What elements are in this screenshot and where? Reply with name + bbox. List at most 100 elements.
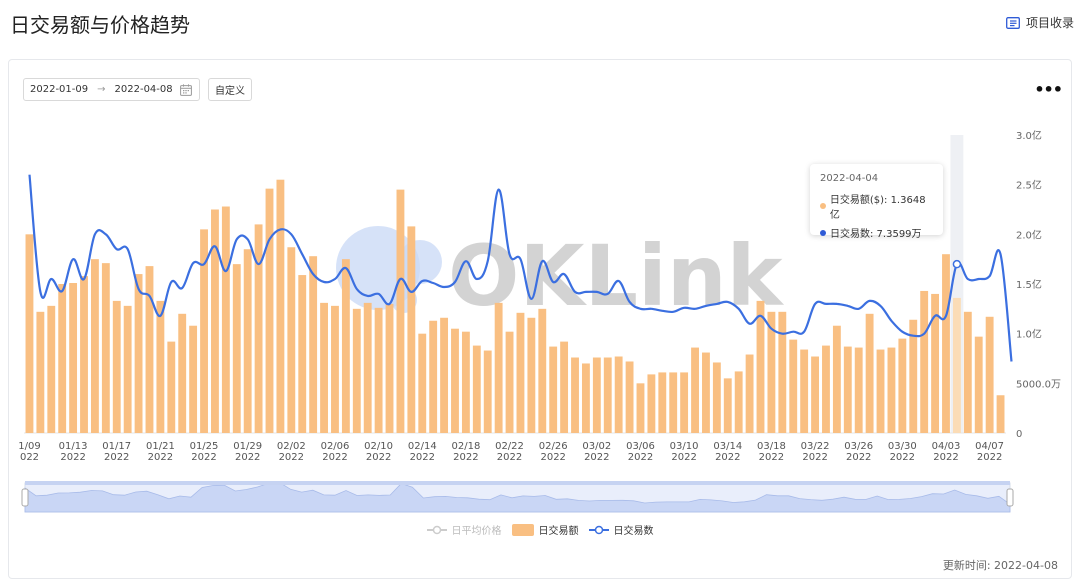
bar bbox=[920, 290, 929, 433]
legend-volume-label: 日交易额 bbox=[538, 526, 579, 537]
bar bbox=[396, 189, 405, 433]
bar bbox=[581, 363, 590, 433]
bar bbox=[712, 362, 721, 433]
bar bbox=[461, 331, 470, 433]
x-tick-year: 2022 bbox=[802, 452, 827, 463]
watermark-circle-small bbox=[398, 240, 442, 284]
bar bbox=[167, 341, 176, 433]
x-tick-year: 2022 bbox=[977, 452, 1002, 463]
x-tick-year: 2022 bbox=[846, 452, 871, 463]
bar bbox=[505, 331, 514, 433]
custom-range-button[interactable]: 自定义 bbox=[208, 78, 252, 101]
bar bbox=[276, 179, 285, 433]
bar bbox=[320, 302, 328, 433]
bar bbox=[341, 259, 350, 433]
bar bbox=[614, 356, 623, 433]
legend-count-label: 日交易数 bbox=[613, 526, 654, 537]
bar bbox=[865, 313, 874, 433]
x-tick-label: 02/10 bbox=[364, 441, 393, 452]
volume-dot-icon bbox=[820, 203, 826, 209]
x-tick-label: 03/18 bbox=[757, 441, 786, 452]
bar bbox=[25, 234, 34, 433]
bar bbox=[265, 188, 274, 433]
line-marker-icon bbox=[588, 525, 609, 534]
bar bbox=[243, 249, 252, 433]
bar bbox=[647, 374, 656, 433]
bar bbox=[592, 357, 601, 433]
slider-preview-area bbox=[24, 482, 1011, 513]
bar bbox=[963, 311, 972, 433]
bar bbox=[996, 395, 1005, 433]
tooltip-volume-row: 日交易额($): 1.3648亿 bbox=[820, 191, 933, 221]
x-tick-label: 02/14 bbox=[408, 441, 437, 452]
y-tick-label: 1.0亿 bbox=[1016, 328, 1042, 341]
bar bbox=[909, 319, 918, 433]
bar bbox=[221, 206, 230, 433]
bar bbox=[134, 274, 143, 433]
project-collect-button[interactable]: 项目收录 bbox=[1006, 14, 1074, 31]
start-date[interactable]: 2022-01-09 bbox=[30, 84, 89, 95]
more-options-icon[interactable]: ••• bbox=[1034, 80, 1063, 99]
legend-count[interactable]: 日交易数 bbox=[588, 522, 654, 537]
x-tick-label: 03/22 bbox=[801, 441, 830, 452]
legend-volume[interactable]: 日交易额 bbox=[511, 522, 579, 537]
tooltip-count-row: 日交易数: 7.3599万 bbox=[820, 225, 933, 240]
bar bbox=[374, 307, 383, 433]
bar bbox=[112, 300, 121, 433]
x-tick-year: 2022 bbox=[191, 452, 216, 463]
bar bbox=[985, 316, 994, 433]
x-tick-year: 2022 bbox=[671, 452, 696, 463]
bar bbox=[90, 259, 99, 433]
bar bbox=[680, 372, 689, 433]
bar bbox=[145, 266, 154, 433]
x-tick-year: 2022 bbox=[60, 452, 85, 463]
bar bbox=[472, 345, 481, 433]
count-dot-icon bbox=[820, 229, 826, 236]
bar bbox=[363, 302, 372, 433]
x-tick-label: 02/18 bbox=[451, 441, 480, 452]
bar bbox=[636, 383, 645, 433]
bar bbox=[603, 357, 612, 433]
bar bbox=[254, 224, 263, 433]
bar bbox=[745, 354, 754, 433]
bar bbox=[811, 356, 819, 433]
x-tick-year: 2022 bbox=[322, 452, 347, 463]
slider-handle-left bbox=[21, 488, 29, 507]
slider-handle-right bbox=[1006, 488, 1014, 507]
bar bbox=[789, 339, 798, 433]
bar bbox=[58, 284, 67, 433]
x-tick-year: 2022 bbox=[759, 452, 784, 463]
bar bbox=[527, 317, 536, 433]
bar bbox=[47, 305, 56, 433]
bar bbox=[287, 247, 296, 433]
bar bbox=[756, 300, 765, 433]
x-tick-label: 01/25 bbox=[190, 441, 219, 452]
x-tick-label: 03/14 bbox=[713, 441, 742, 452]
data-zoom-slider[interactable] bbox=[21, 481, 1014, 513]
x-tick-label: 02/02 bbox=[277, 441, 306, 452]
calendar-icon[interactable] bbox=[180, 84, 192, 96]
date-range-picker[interactable]: 2022-01-09 → 2022-04-08 bbox=[23, 78, 200, 101]
watermark-text: OKLink bbox=[448, 227, 785, 325]
x-tick-label: 03/30 bbox=[888, 441, 917, 452]
y-tick-label: 0 bbox=[1016, 429, 1022, 440]
x-tick-year: 2022 bbox=[279, 452, 304, 463]
y-tick-label: 2.0亿 bbox=[1016, 228, 1042, 241]
x-tick-label: 02/06 bbox=[321, 441, 350, 452]
bar bbox=[123, 305, 132, 433]
bar bbox=[80, 276, 88, 433]
bar bbox=[887, 347, 896, 433]
bar bbox=[723, 378, 732, 433]
legend-avg-price[interactable]: 日平均价格 bbox=[426, 522, 502, 537]
end-date[interactable]: 2022-04-08 bbox=[114, 84, 173, 95]
x-tick-label: 03/06 bbox=[626, 441, 655, 452]
x-tick-label: 03/26 bbox=[844, 441, 873, 452]
bar bbox=[211, 209, 219, 433]
bar bbox=[178, 313, 187, 433]
bar bbox=[494, 302, 503, 433]
x-tick-label: 1/09 bbox=[18, 441, 40, 452]
x-tick-label: 01/13 bbox=[59, 441, 88, 452]
y-tick-label: 3.0亿 bbox=[1016, 129, 1042, 142]
x-tick-year: 2022 bbox=[890, 452, 915, 463]
bar bbox=[451, 328, 459, 433]
